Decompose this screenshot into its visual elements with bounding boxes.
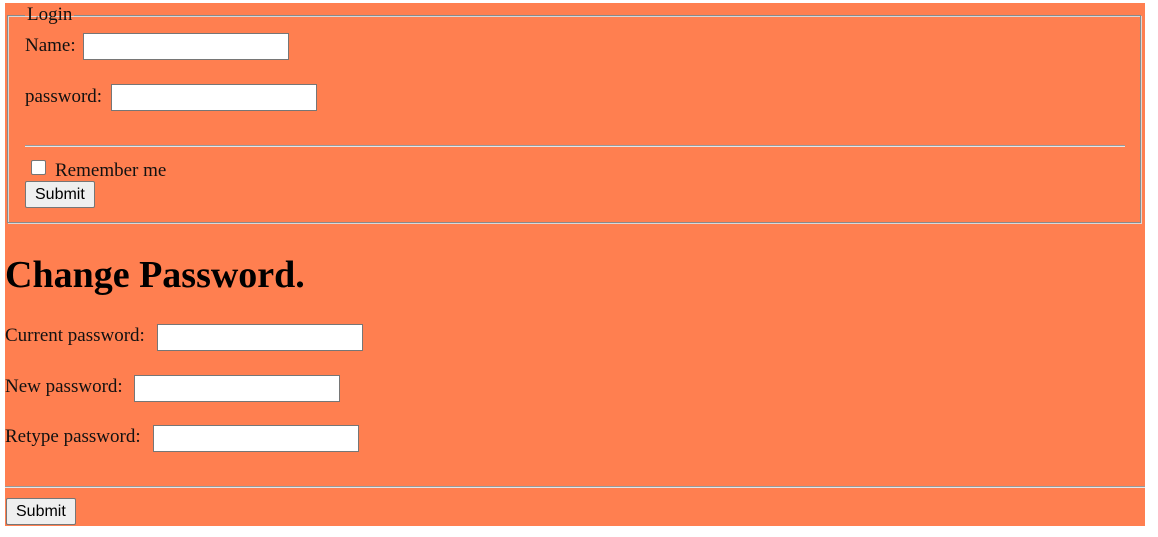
new-password-input[interactable] bbox=[134, 375, 340, 402]
page-body: Login Name: password: Remember me Submit… bbox=[5, 3, 1145, 526]
current-password-input[interactable] bbox=[157, 324, 363, 351]
login-fieldset: Login bbox=[7, 5, 1141, 223]
change-password-divider bbox=[5, 486, 1145, 488]
change-password-submit-button[interactable]: Submit bbox=[6, 498, 76, 525]
remember-me-label: Remember me bbox=[55, 160, 167, 181]
password-label: password: bbox=[25, 86, 103, 107]
login-legend: Login bbox=[27, 4, 73, 25]
retype-password-label: Retype password: bbox=[5, 426, 141, 447]
name-input[interactable] bbox=[83, 33, 289, 60]
login-divider bbox=[25, 145, 1125, 147]
change-password-heading: Change Password. bbox=[5, 254, 305, 296]
remember-me-checkbox[interactable] bbox=[31, 160, 46, 175]
name-label: Name: bbox=[25, 35, 76, 56]
new-password-label: New password: bbox=[5, 376, 123, 397]
current-password-label: Current password: bbox=[5, 325, 145, 346]
login-submit-button[interactable]: Submit bbox=[25, 181, 95, 208]
retype-password-input[interactable] bbox=[153, 425, 359, 452]
password-input[interactable] bbox=[111, 84, 317, 111]
